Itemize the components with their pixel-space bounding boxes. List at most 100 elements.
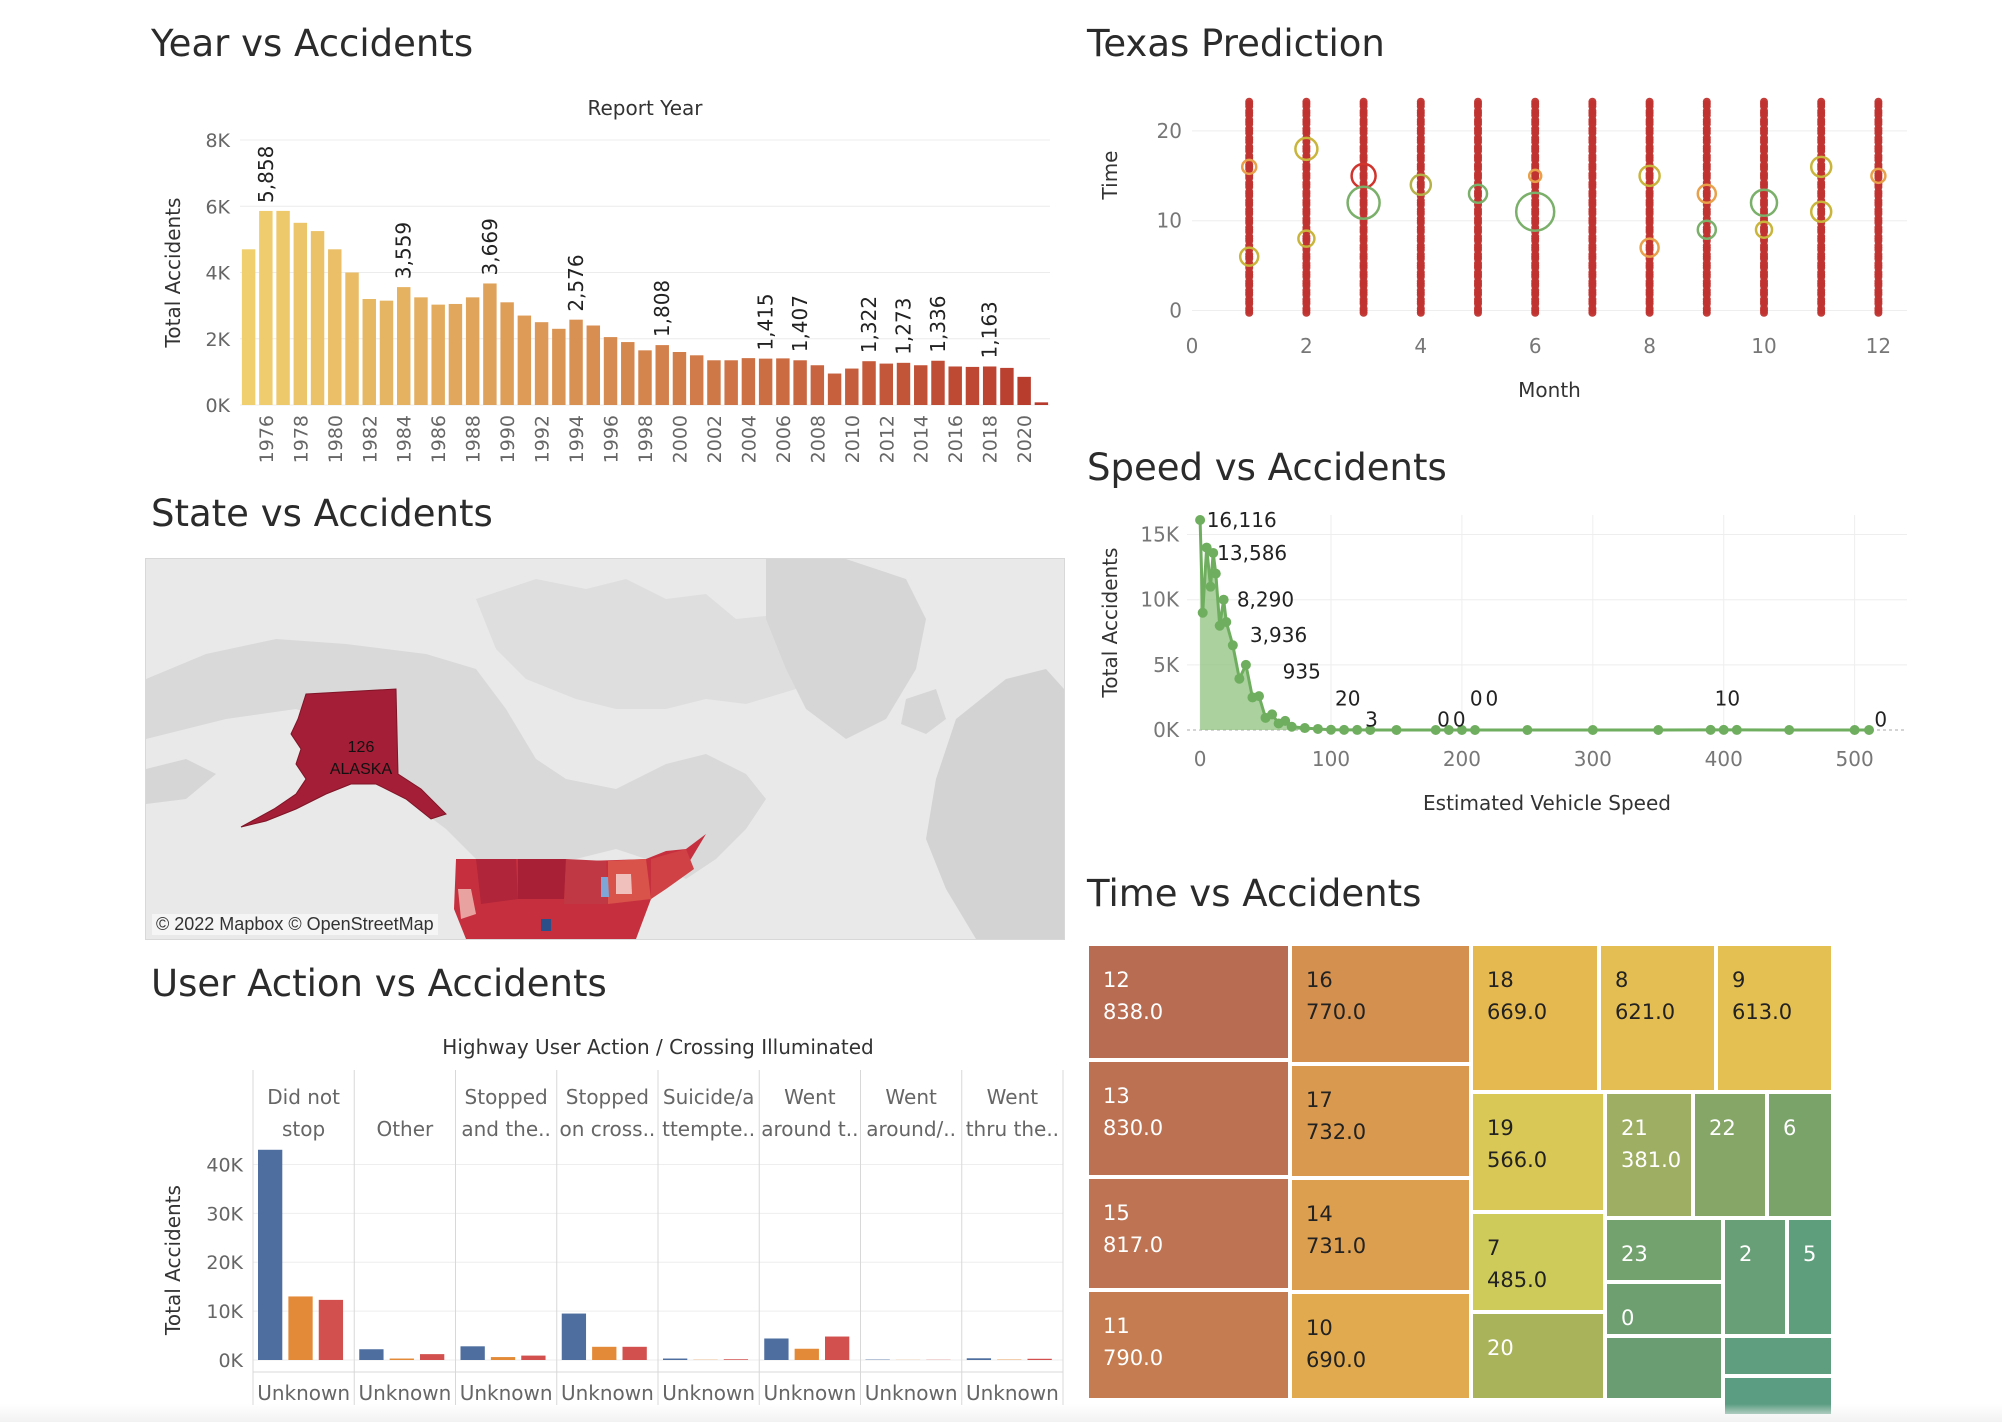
speed-point[interactable] (1221, 616, 1232, 627)
speed-point[interactable] (1299, 723, 1310, 734)
user-bar[interactable] (490, 1357, 516, 1360)
year-bar[interactable] (810, 365, 825, 405)
year-bar[interactable] (948, 366, 962, 405)
user-bar[interactable] (794, 1348, 819, 1360)
year-bar[interactable] (465, 297, 480, 405)
speed-point[interactable] (1267, 709, 1278, 720)
treemap-tile[interactable]: 19 566.0 (1471, 1092, 1605, 1212)
year-bar[interactable] (638, 350, 652, 405)
year-bar[interactable] (862, 361, 876, 405)
speed-point[interactable] (1784, 725, 1795, 735)
speed-point[interactable] (1195, 515, 1206, 526)
texas-highlight-point[interactable] (1749, 188, 1779, 218)
treemap-tile[interactable]: 14 731.0 (1290, 1178, 1471, 1292)
texas-prediction-chart[interactable]: 0 10 20 0 2 4 6 8 10 12 Month Time (1087, 80, 1917, 410)
year-bar[interactable] (569, 319, 583, 405)
year-bar[interactable] (483, 283, 497, 405)
year-bar[interactable] (500, 302, 514, 405)
year-bar[interactable] (982, 366, 997, 405)
texas-point[interactable] (1416, 97, 1425, 106)
user-bar[interactable] (389, 1358, 414, 1360)
texas-highlight-point[interactable] (1639, 237, 1660, 258)
speed-point[interactable] (1205, 581, 1216, 592)
alaska-region[interactable] (240, 688, 447, 828)
speed-point[interactable] (1254, 691, 1264, 702)
year-bar[interactable] (397, 287, 411, 405)
treemap-tile[interactable] (1605, 1336, 1723, 1400)
year-bar[interactable] (431, 304, 445, 405)
user-bar[interactable] (592, 1346, 617, 1360)
speed-point[interactable] (1864, 725, 1875, 735)
texas-point[interactable] (1702, 97, 1711, 106)
year-bar[interactable] (603, 337, 618, 405)
speed-point[interactable] (1286, 721, 1297, 732)
year-bar[interactable] (655, 345, 669, 405)
texas-point[interactable] (1760, 97, 1768, 106)
year-bar[interactable] (931, 360, 945, 405)
treemap-tile[interactable]: 2 (1723, 1218, 1787, 1336)
year-bar[interactable] (827, 373, 842, 405)
speed-point[interactable] (1240, 659, 1251, 670)
year-bar[interactable] (448, 303, 463, 405)
speed-point[interactable] (1470, 725, 1480, 735)
user-bar[interactable] (561, 1313, 587, 1360)
speed-point[interactable] (1430, 725, 1441, 735)
texas-highlight-point[interactable] (1809, 200, 1833, 223)
state-map[interactable]: 126 ALASKA © 2022 Mapbox © OpenStreetMap (145, 558, 1065, 940)
treemap-tile[interactable] (1723, 1336, 1833, 1376)
speed-point[interactable] (1443, 725, 1454, 735)
year-bar[interactable] (328, 249, 342, 405)
treemap-tile[interactable]: 22 (1693, 1092, 1767, 1218)
treemap-tile[interactable]: 23 (1605, 1218, 1723, 1282)
year-bar[interactable] (310, 231, 325, 405)
user-bar[interactable] (966, 1358, 992, 1360)
texas-highlight-point[interactable] (1409, 173, 1433, 197)
user-action-vs-accidents-chart[interactable]: Highway User Action / Crossing Illuminat… (145, 1030, 1070, 1410)
year-bar[interactable] (1017, 376, 1031, 405)
texas-point[interactable] (1359, 97, 1368, 106)
user-bar[interactable] (318, 1299, 344, 1360)
treemap-tile[interactable]: 5 (1787, 1218, 1833, 1336)
map-credit[interactable]: © 2022 Mapbox © OpenStreetMap (152, 914, 438, 935)
year-bar[interactable] (793, 360, 807, 405)
year-bar[interactable] (689, 355, 704, 405)
year-bar[interactable] (879, 363, 893, 405)
texas-point[interactable] (1474, 97, 1482, 106)
year-bar[interactable] (241, 249, 256, 405)
year-bar[interactable] (362, 299, 376, 405)
treemap-tile[interactable]: 15 817.0 (1087, 1177, 1290, 1290)
speed-point[interactable] (1731, 724, 1742, 735)
treemap-tile[interactable]: 10 690.0 (1290, 1292, 1471, 1400)
year-bar[interactable] (276, 210, 290, 405)
year-bar[interactable] (758, 358, 773, 405)
year-bar[interactable] (707, 360, 721, 405)
texas-point[interactable] (1245, 97, 1254, 106)
user-bar[interactable] (825, 1336, 850, 1360)
year-bar[interactable] (517, 315, 532, 405)
user-bar[interactable] (359, 1349, 384, 1360)
treemap-tile[interactable]: 11 790.0 (1087, 1290, 1290, 1400)
user-bar[interactable] (258, 1149, 283, 1360)
treemap-tile[interactable]: 8 621.0 (1599, 944, 1716, 1092)
time-vs-accidents-treemap[interactable]: 12 838.0 13 830.0 15 817.0 11 790.0 16 770.0 17 732… (1087, 944, 1833, 1416)
speed-point[interactable] (1718, 724, 1729, 735)
year-bar[interactable] (414, 297, 428, 405)
texas-point[interactable] (1302, 97, 1311, 106)
year-bar[interactable] (965, 366, 980, 405)
user-bar[interactable] (622, 1346, 647, 1360)
treemap-tile[interactable]: 21 381.0 (1605, 1092, 1693, 1218)
speed-point[interactable] (1312, 723, 1323, 734)
speed-point[interactable] (1456, 725, 1467, 735)
texas-point[interactable] (1588, 97, 1597, 106)
treemap-tile[interactable]: 12 838.0 (1087, 944, 1290, 1060)
texas-highlight-point[interactable] (1297, 229, 1316, 248)
treemap-tile[interactable]: 7 485.0 (1471, 1212, 1605, 1312)
texas-highlight-point[interactable] (1240, 158, 1258, 176)
treemap-tile[interactable]: 16 770.0 (1290, 944, 1471, 1064)
treemap-tile[interactable]: 17 732.0 (1290, 1064, 1471, 1178)
year-bar[interactable] (914, 365, 928, 405)
speed-point[interactable] (1653, 725, 1664, 735)
speed-point[interactable] (1587, 725, 1598, 735)
year-bar[interactable] (724, 360, 738, 405)
